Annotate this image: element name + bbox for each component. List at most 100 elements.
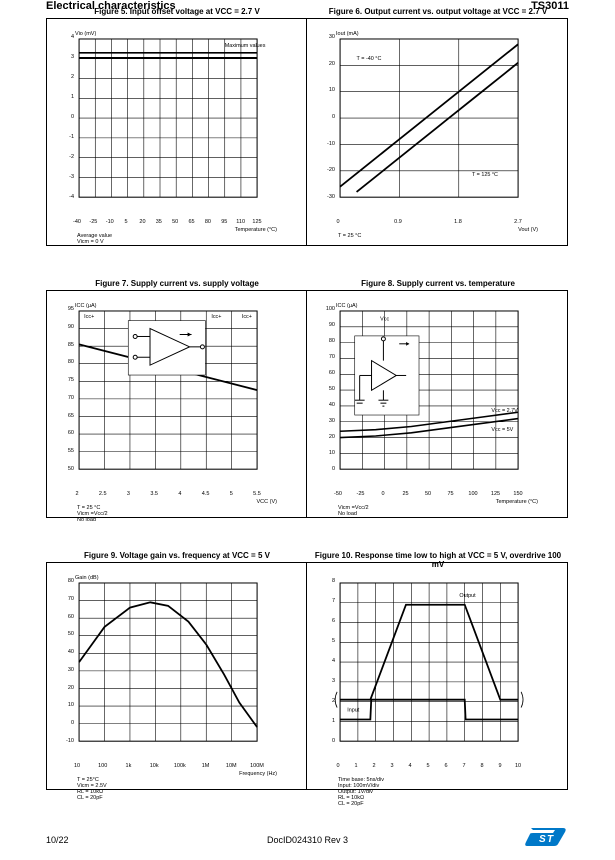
ytick: 70 <box>313 354 335 360</box>
figure-10-chart: OutputInput012345678910012345678Time bas… <box>338 581 538 761</box>
figure-row-2: Figure 7. Supply current vs. supply volt… <box>46 290 568 518</box>
ytick: 40 <box>52 649 74 655</box>
xtick: 10k <box>144 763 164 769</box>
figure-6-title: Figure 6. Output current vs. output volt… <box>308 7 568 16</box>
figure-9-title: Figure 9. Voltage gain vs. frequency at … <box>47 551 307 560</box>
ytick: 1 <box>313 718 335 724</box>
xtick: 5 <box>418 763 438 769</box>
ytick: 90 <box>52 324 74 330</box>
ytick: 50 <box>313 386 335 392</box>
ytick: 20 <box>313 61 335 67</box>
svg-text:Output: Output <box>459 593 476 599</box>
svg-text:T = -40 °C: T = -40 °C <box>357 56 382 62</box>
figure-row-1: Figure 5. Input offset voltage at VCC = … <box>46 18 568 246</box>
xtick: 100 <box>463 491 483 497</box>
ytick: 60 <box>313 370 335 376</box>
ytick: -10 <box>52 738 74 744</box>
figure-9-cell: Figure 9. Voltage gain vs. frequency at … <box>47 563 307 789</box>
xtick: 1k <box>118 763 138 769</box>
svg-text:Input: Input <box>347 708 360 714</box>
ytick: 1 <box>52 94 74 100</box>
ytick: 60 <box>52 614 74 620</box>
xtick: 8 <box>472 763 492 769</box>
ytick: 30 <box>313 34 335 40</box>
xtick: 4 <box>400 763 420 769</box>
ytick: 20 <box>52 685 74 691</box>
xtick: 150 <box>508 491 528 497</box>
xtick: 5.5 <box>247 491 267 497</box>
y-axis-label: ICC (µA) <box>75 303 97 309</box>
xtick: 0 <box>328 219 348 225</box>
xtick: 4.5 <box>196 491 216 497</box>
xtick: 1 <box>346 763 366 769</box>
xtick: 3 <box>118 491 138 497</box>
ytick: 80 <box>52 578 74 584</box>
xtick: 2 <box>67 491 87 497</box>
figure-5-cell: Figure 5. Input offset voltage at VCC = … <box>47 19 307 245</box>
svg-text:S: S <box>539 834 546 845</box>
xtick: 0 <box>328 763 348 769</box>
xtick: 1.8 <box>448 219 468 225</box>
xtick: 10 <box>67 763 87 769</box>
ytick: 3 <box>52 54 74 60</box>
xtick: 6 <box>436 763 456 769</box>
ytick: 0 <box>313 466 335 472</box>
x-axis-label: Temperature (°C) <box>235 227 277 233</box>
xtick: 125 <box>247 219 267 225</box>
xtick: 2.7 <box>508 219 528 225</box>
ytick: 55 <box>52 448 74 454</box>
ytick: -20 <box>313 167 335 173</box>
svg-text:Vcc: Vcc <box>380 316 389 322</box>
ytick: 4 <box>313 658 335 664</box>
y-axis-label: Iout (mA) <box>336 31 359 37</box>
ytick: -2 <box>52 154 74 160</box>
chart-note: T = 25 °C <box>338 233 361 239</box>
x-axis-label: VCC (V) <box>257 499 277 505</box>
svg-text:T = 125 °C: T = 125 °C <box>472 172 498 178</box>
ytick: 50 <box>52 466 74 472</box>
ytick: 90 <box>313 322 335 328</box>
figure-row-3: Figure 9. Voltage gain vs. frequency at … <box>46 562 568 790</box>
ytick: 0 <box>313 738 335 744</box>
y-axis-label: Vio (mV) <box>75 31 96 37</box>
ytick: -4 <box>52 194 74 200</box>
ytick: 5 <box>313 638 335 644</box>
ytick: 10 <box>313 450 335 456</box>
figure-6-chart: T = -40 °CT = 125 °C00.91.82.7-30-20-100… <box>338 37 538 217</box>
figure-7-title: Figure 7. Supply current vs. supply volt… <box>47 279 307 288</box>
xtick: 0.9 <box>388 219 408 225</box>
svg-text:T: T <box>547 834 554 845</box>
ytick: 70 <box>52 395 74 401</box>
chart-note: T = 25 °CVicm =Vcc/2No load <box>77 505 108 523</box>
chart-note: Time base: 5ns/divInput: 100mV/divOutput… <box>338 777 384 807</box>
ytick: 6 <box>313 618 335 624</box>
ytick: 10 <box>313 87 335 93</box>
xtick: -50 <box>328 491 348 497</box>
ytick: 2 <box>52 74 74 80</box>
figure-5-chart: Maximum values-40-25-1052035506580951101… <box>77 37 277 217</box>
xtick: 9 <box>490 763 510 769</box>
y-axis-label: Gain (dB) <box>75 575 99 581</box>
figure-5-title: Figure 5. Input offset voltage at VCC = … <box>47 7 307 16</box>
ytick: 40 <box>313 402 335 408</box>
svg-text:Icc+: Icc+ <box>84 314 94 320</box>
xtick: 4 <box>170 491 190 497</box>
st-logo-icon: S T <box>525 824 569 850</box>
xtick: 100 <box>93 763 113 769</box>
x-axis-label: Vout (V) <box>518 227 538 233</box>
ytick: 0 <box>313 114 335 120</box>
xtick: 1M <box>196 763 216 769</box>
figure-7-cell: Figure 7. Supply current vs. supply volt… <box>47 291 307 517</box>
ytick: 60 <box>52 430 74 436</box>
xtick: 2 <box>364 763 384 769</box>
ytick: 10 <box>52 702 74 708</box>
figure-10-cell: Figure 10. Response time low to high at … <box>308 563 568 789</box>
xtick: 5 <box>221 491 241 497</box>
figure-8-chart: Vcc = 2.7VVcc = 5VVcc-50-250255075100125… <box>338 309 538 489</box>
ytick: 0 <box>52 114 74 120</box>
ytick: 80 <box>313 338 335 344</box>
ytick: 95 <box>52 306 74 312</box>
ytick: 50 <box>52 631 74 637</box>
xtick: 75 <box>441 491 461 497</box>
xtick: -25 <box>351 491 371 497</box>
